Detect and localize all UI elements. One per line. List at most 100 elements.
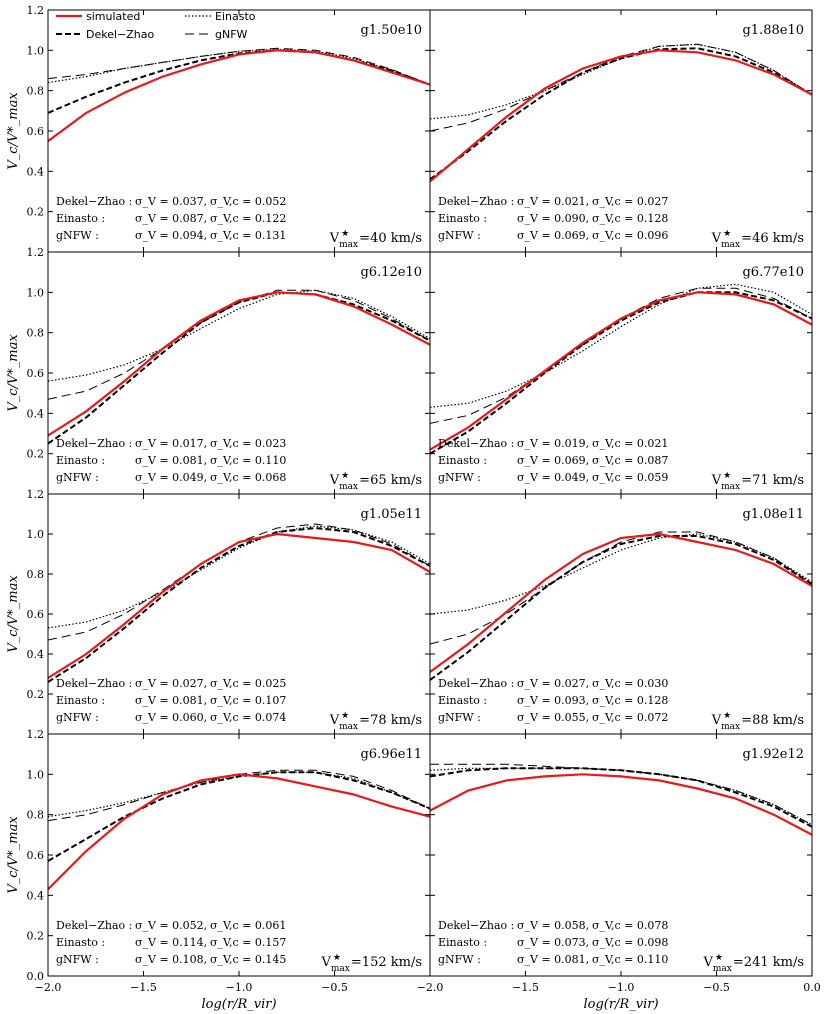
- fit-model-label: gNFW :: [56, 953, 99, 966]
- x-tick-label: −0.5: [321, 981, 348, 994]
- y-tick-label: 1.2: [27, 488, 45, 501]
- y-axis-label: V_c/V*_max: [6, 92, 21, 170]
- sigma-v-value: σ_V = 0.019,: [517, 437, 589, 450]
- legend-item-simulated: simulated: [56, 10, 140, 23]
- sigma-v-value: σ_V = 0.090,: [517, 212, 589, 225]
- series-gnfw-line: [430, 531, 812, 645]
- fit-model-label: Dekel−Zhao :: [56, 919, 132, 932]
- sigma-v-value: σ_V = 0.049,: [517, 471, 589, 484]
- series-gnfw-line: [48, 289, 430, 400]
- fit-stat-row: gNFW : σ_V = 0.069, σ_V,c = 0.096: [438, 229, 668, 242]
- sigma-vc-value: σ_V,c = 0.061: [210, 919, 286, 932]
- fit-stat-row: gNFW : σ_V = 0.094, σ_V,c = 0.131: [56, 229, 286, 242]
- fit-model-label: Einasto :: [56, 694, 105, 707]
- fit-stat-row: Einasto : σ_V = 0.093, σ_V,c = 0.128: [438, 694, 668, 707]
- vmax-label: Vmax★ =152 km/s: [320, 953, 422, 974]
- fit-stat-row: Dekel−Zhao : σ_V = 0.052, σ_V,c = 0.061: [56, 919, 286, 932]
- panel-g1.92e12: g1.92e12 Dekel−Zhao : σ_V = 0.058, σ_V,c = …: [429, 733, 813, 977]
- y-tick-label: 1.0: [27, 286, 45, 299]
- sigma-v-value: σ_V = 0.060,: [135, 711, 207, 724]
- x-tick-label: −1.0: [608, 981, 635, 994]
- y-tick-label: 0.2: [27, 448, 45, 461]
- sigma-v-value: σ_V = 0.037,: [135, 195, 207, 208]
- fit-model-label: Einasto :: [438, 694, 487, 707]
- sigma-v-value: σ_V = 0.058,: [517, 919, 589, 932]
- sigma-vc-value: σ_V,c = 0.128: [592, 694, 668, 707]
- x-tick-label: −2.0: [35, 981, 62, 994]
- fit-model-label: Einasto :: [56, 454, 105, 467]
- sigma-vc-value: σ_V,c = 0.030: [592, 677, 668, 690]
- y-tick-label: 0.0: [27, 970, 45, 983]
- sigma-v-value: σ_V = 0.087,: [135, 212, 207, 225]
- fit-stat-row: Einasto : σ_V = 0.114, σ_V,c = 0.157: [56, 936, 286, 949]
- y-tick-label: 1.0: [27, 528, 45, 541]
- y-tick-label: 1.2: [27, 246, 45, 259]
- vmax-label: Vmax★ =40 km/s: [329, 229, 422, 250]
- x-tick-label: −0.5: [703, 981, 730, 994]
- x-tick-label: −1.5: [512, 981, 539, 994]
- fit-model-label: gNFW :: [56, 711, 99, 724]
- fit-stat-row: Einasto : σ_V = 0.073, σ_V,c = 0.098: [438, 936, 668, 949]
- panel-curves: [430, 283, 812, 455]
- series-einasto-line: [48, 525, 430, 629]
- y-axis-label: V_c/V*_max: [6, 816, 21, 894]
- sigma-vc-value: σ_V,c = 0.110: [592, 953, 668, 966]
- fit-model-label: gNFW :: [438, 471, 481, 484]
- vmax-label: Vmax★ =78 km/s: [329, 711, 422, 732]
- series-simulated-line: [430, 291, 812, 451]
- panel-curves: [430, 43, 812, 183]
- y-axis-label: V_c/V*_max: [6, 334, 21, 412]
- series-simulated-line: [48, 773, 430, 891]
- tick-labels-layer: 0.2 0.4 0.6 0.8 1.0 1.2 0.2 0.4 0.6 0.8 1.0 1.2 0.2 0…: [27, 4, 821, 994]
- sigma-vc-value: σ_V,c = 0.059: [592, 471, 668, 484]
- y-tick-label: 0.2: [27, 930, 45, 943]
- x-tick-label: −1.5: [130, 981, 157, 994]
- galaxy-name: g1.92e12: [742, 747, 804, 762]
- series-gnfw-line: [430, 763, 812, 826]
- fit-stat-row: Einasto : σ_V = 0.087, σ_V,c = 0.122: [56, 212, 286, 225]
- sigma-vc-value: σ_V,c = 0.128: [592, 212, 668, 225]
- vmax-label: Vmax★ =88 km/s: [711, 711, 804, 732]
- fit-stat-row: Einasto : σ_V = 0.081, σ_V,c = 0.110: [56, 454, 286, 467]
- sigma-v-value: σ_V = 0.093,: [517, 694, 589, 707]
- series-dekel-line: [430, 47, 812, 181]
- fit-stat-row: Dekel−Zhao : σ_V = 0.019, σ_V,c = 0.021: [438, 437, 668, 450]
- series-dekel-line: [48, 526, 430, 683]
- fit-stat-row: Dekel−Zhao : σ_V = 0.027, σ_V,c = 0.025: [56, 677, 286, 690]
- series-einasto-line: [48, 48, 430, 86]
- series-dekel-line: [48, 291, 430, 445]
- sigma-v-value: σ_V = 0.052,: [135, 919, 207, 932]
- legend-label: Einasto: [215, 10, 256, 23]
- series-einasto-line: [48, 289, 430, 382]
- panel-curves: [48, 769, 430, 891]
- series-simulated-line: [48, 532, 430, 679]
- series-simulated-line: [430, 532, 812, 673]
- fit-model-label: Einasto :: [438, 454, 487, 467]
- sigma-v-value: σ_V = 0.055,: [517, 711, 589, 724]
- series-dekel-line: [430, 535, 812, 681]
- series-einasto-line: [430, 283, 812, 408]
- sigma-vc-value: σ_V,c = 0.107: [210, 694, 286, 707]
- sigma-v-value: σ_V = 0.081,: [135, 454, 207, 467]
- fit-model-label: Dekel−Zhao :: [438, 919, 514, 932]
- legend-label: simulated: [86, 10, 140, 23]
- fit-stat-row: gNFW : σ_V = 0.055, σ_V,c = 0.072: [438, 711, 668, 724]
- sigma-vc-value: σ_V,c = 0.145: [210, 953, 286, 966]
- y-tick-label: 0.4: [27, 165, 45, 178]
- sigma-vc-value: σ_V,c = 0.023: [210, 437, 286, 450]
- y-tick-label: 0.6: [27, 608, 45, 621]
- sigma-vc-value: σ_V,c = 0.027: [592, 195, 668, 208]
- y-axis-label: V_c/V*_max: [6, 575, 21, 653]
- series-dekel-line: [48, 771, 430, 862]
- fit-stat-row: gNFW : σ_V = 0.108, σ_V,c = 0.145: [56, 953, 286, 966]
- galaxy-name: g6.12e10: [360, 265, 422, 280]
- sigma-v-value: σ_V = 0.081,: [135, 694, 207, 707]
- y-tick-label: 0.4: [27, 648, 45, 661]
- y-tick-label: 0.6: [27, 849, 45, 862]
- fit-stat-row: Einasto : σ_V = 0.090, σ_V,c = 0.128: [438, 212, 668, 225]
- legend-item-gnfw: gNFW: [185, 28, 248, 41]
